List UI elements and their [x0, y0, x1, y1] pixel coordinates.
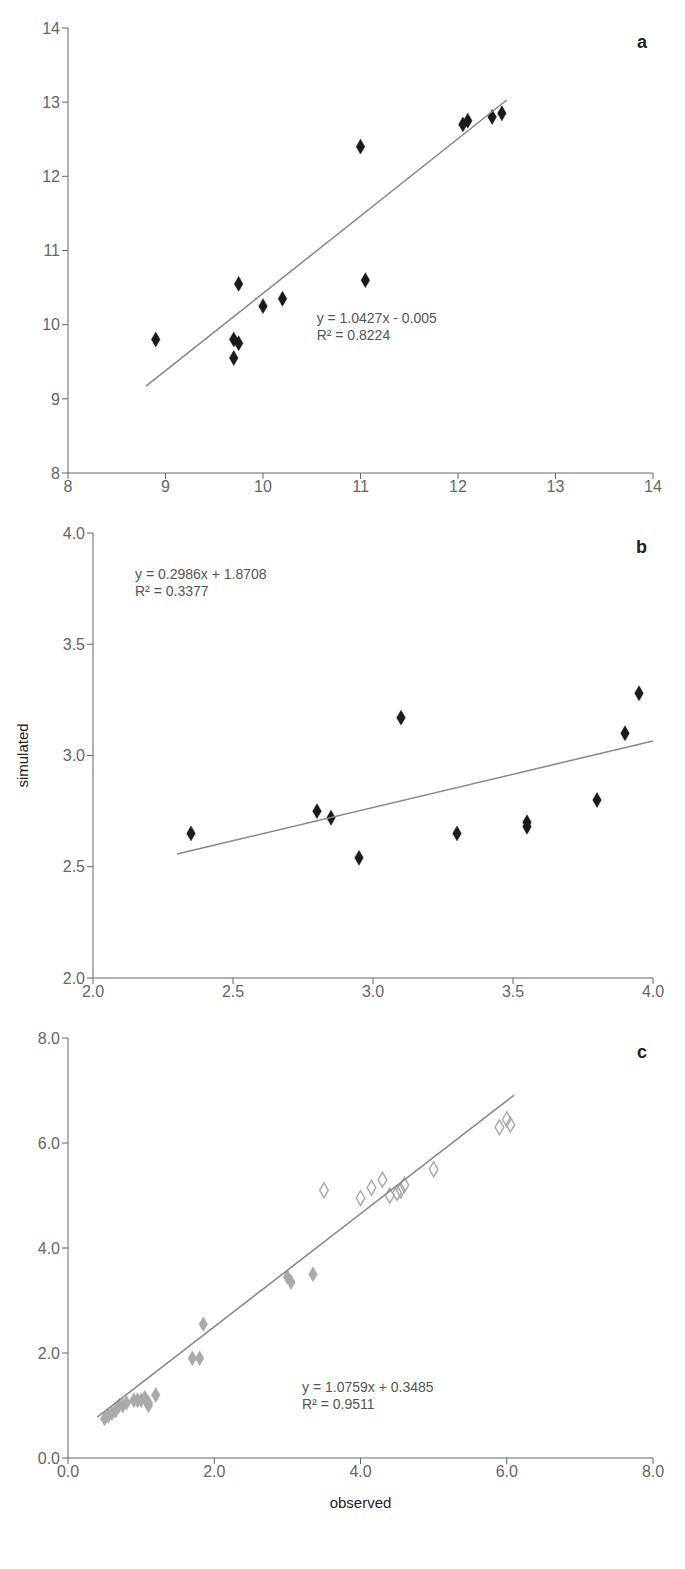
svg-text:14: 14 [644, 478, 662, 495]
html-text:b: b [636, 537, 647, 557]
svg-text:3.0: 3.0 [63, 747, 85, 764]
svg-text:4.0: 4.0 [38, 1240, 60, 1257]
svg-text:0.0: 0.0 [38, 1450, 60, 1467]
svg-text:6.0: 6.0 [38, 1135, 60, 1152]
svg-text:6.0: 6.0 [496, 1463, 518, 1480]
svg-text:2.0: 2.0 [63, 970, 85, 987]
svg-text:3.0: 3.0 [362, 983, 384, 1000]
svg-text:4.0: 4.0 [642, 983, 664, 1000]
svg-text:9: 9 [161, 478, 170, 495]
svg-text:9: 9 [51, 391, 60, 408]
svg-text:11: 11 [352, 478, 369, 495]
svg-text:8.0: 8.0 [38, 1030, 60, 1047]
svg-text:y = 1.0427x - 0.005R² = 0.8224: y = 1.0427x - 0.005R² = 0.8224 [317, 310, 437, 343]
svg-text:8: 8 [64, 478, 73, 495]
svg-text:10: 10 [42, 316, 60, 333]
html-text:a: a [637, 32, 647, 52]
svg-text:simulated: simulated [14, 723, 31, 787]
svg-text:2.5: 2.5 [222, 983, 244, 1000]
svg-text:8: 8 [51, 465, 60, 482]
svg-text:3.5: 3.5 [63, 636, 85, 653]
svg-text:12: 12 [449, 478, 467, 495]
svg-text:12: 12 [42, 168, 60, 185]
svg-text:y = 1.0759x + 0.3485R² = 0.951: y = 1.0759x + 0.3485R² = 0.9511 [302, 1379, 434, 1412]
svg-text:13: 13 [42, 94, 60, 111]
html-text:c: c [637, 1042, 647, 1062]
svg-text:y = 0.2986x + 1.8708R² = 0.337: y = 0.2986x + 1.8708R² = 0.3377 [135, 566, 267, 599]
svg-text:11: 11 [43, 242, 60, 259]
svg-text:2.5: 2.5 [63, 858, 85, 875]
svg-text:4.0: 4.0 [63, 525, 85, 542]
svg-text:observed: observed [330, 1494, 392, 1511]
svg-text:0.0: 0.0 [57, 1463, 79, 1480]
svg-text:3.5: 3.5 [502, 983, 524, 1000]
svg-text:2.0: 2.0 [82, 983, 104, 1000]
svg-text:13: 13 [547, 478, 565, 495]
svg-text:4.0: 4.0 [349, 1463, 371, 1480]
svg-text:2.0: 2.0 [203, 1463, 225, 1480]
svg-text:8.0: 8.0 [642, 1463, 664, 1480]
svg-text:2.0: 2.0 [38, 1345, 60, 1362]
svg-text:14: 14 [42, 20, 60, 37]
svg-text:10: 10 [254, 478, 272, 495]
